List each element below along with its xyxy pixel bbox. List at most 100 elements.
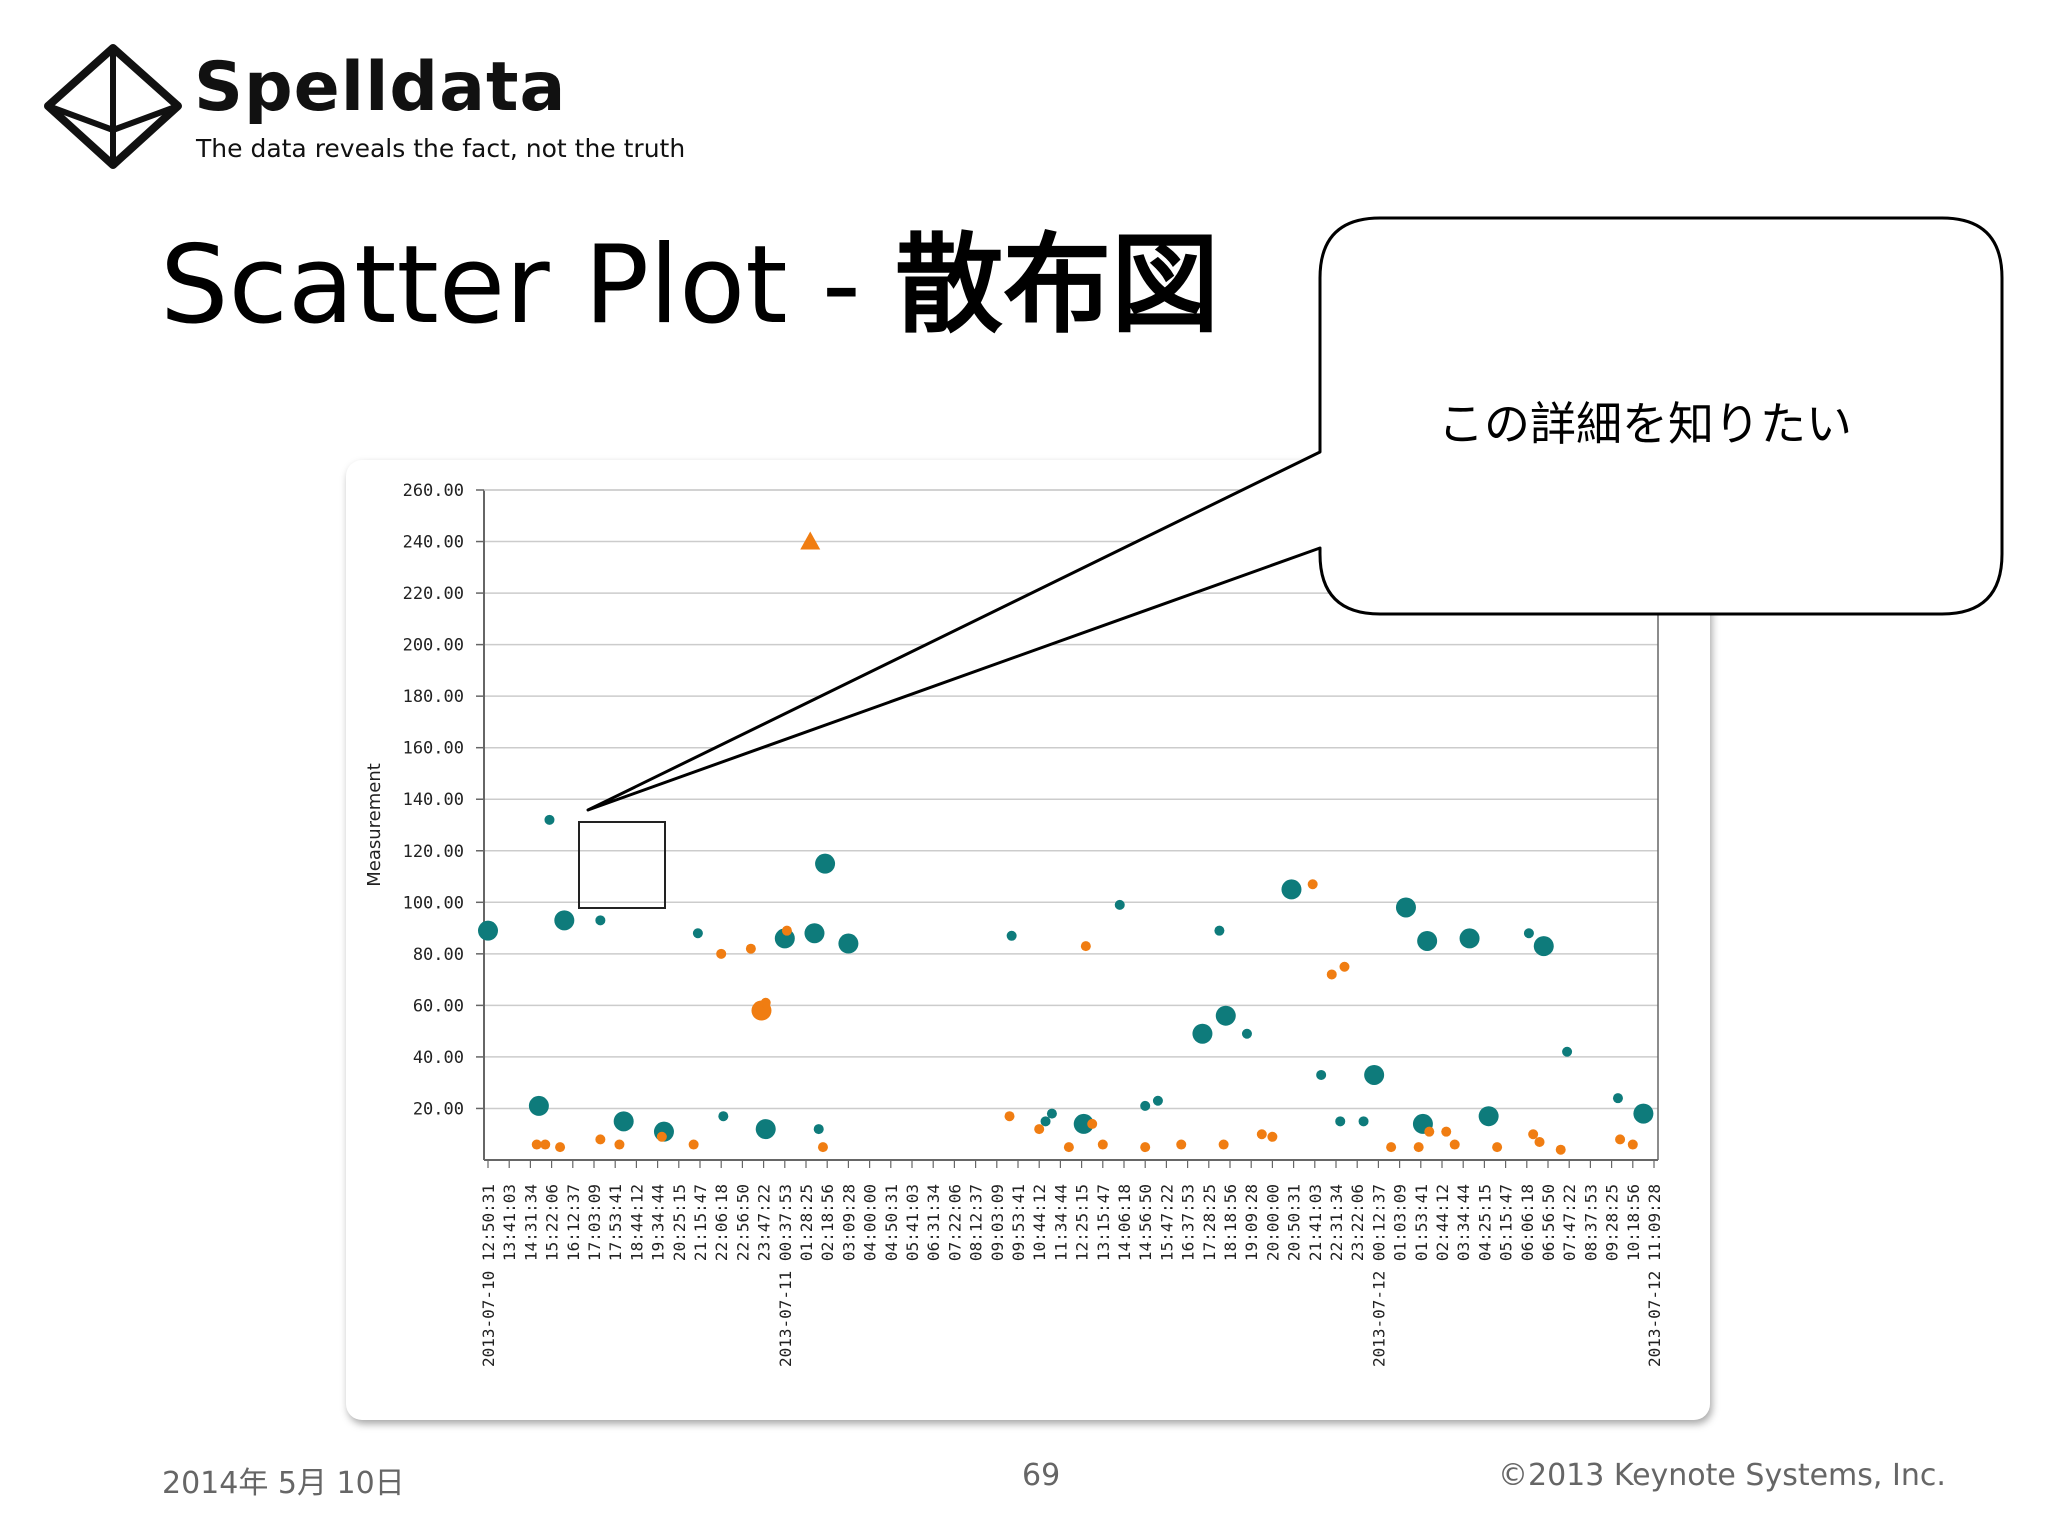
- y-tick-label: 160.00: [403, 739, 464, 759]
- x-tick-label: 20:50:31: [1285, 1184, 1304, 1261]
- data-point: [692, 928, 703, 939]
- x-tick-label: 02:18:56: [818, 1184, 837, 1261]
- data-point: [1492, 1142, 1503, 1153]
- y-tick-label: 40.00: [413, 1048, 464, 1068]
- data-point: [1555, 1144, 1566, 1155]
- x-tick-label: 10:44:12: [1030, 1184, 1049, 1261]
- data-point: [1395, 897, 1416, 918]
- data-point: [531, 1139, 542, 1150]
- x-tick-label: 03:09:28: [839, 1184, 858, 1261]
- x-tick-label: 12:25:15: [1073, 1184, 1092, 1261]
- x-tick-label: 10:18:56: [1624, 1184, 1643, 1261]
- footer-date: 2014年 5月 10日: [162, 1466, 405, 1501]
- data-point: [1241, 1028, 1252, 1039]
- data-point: [614, 1139, 625, 1150]
- x-tick-label: 09:53:41: [1009, 1184, 1028, 1261]
- data-point: [595, 1134, 606, 1145]
- data-point: [1528, 1129, 1539, 1140]
- x-tick-label: 09:03:09: [988, 1184, 1007, 1261]
- data-point: [804, 923, 825, 944]
- data-point: [817, 1142, 828, 1153]
- x-tick-label: 06:56:50: [1539, 1184, 1558, 1261]
- data-point: [554, 910, 575, 931]
- x-tick-label: 17:53:41: [606, 1184, 625, 1261]
- x-tick-label: 04:25:15: [1475, 1184, 1494, 1261]
- data-point: [1612, 1093, 1623, 1104]
- data-point: [718, 1111, 729, 1122]
- data-point: [1034, 1124, 1045, 1135]
- data-point: [755, 1119, 776, 1140]
- data-point: [1046, 1108, 1057, 1119]
- x-tick-label: 18:18:56: [1221, 1184, 1240, 1261]
- x-tick-label: 19:09:28: [1242, 1184, 1261, 1261]
- slide-title-jp: 散布図: [895, 223, 1220, 348]
- callout-text: この詳細を知りたい: [1438, 397, 1852, 451]
- data-point: [1214, 925, 1225, 936]
- data-point: [1040, 1116, 1051, 1127]
- data-point: [1192, 1023, 1213, 1044]
- data-point: [813, 1124, 824, 1135]
- x-tick-label: 2013-07-11 00:37:53: [776, 1184, 795, 1367]
- x-tick-label: 07:47:22: [1560, 1184, 1579, 1261]
- data-point: [540, 1139, 551, 1150]
- data-point: [760, 997, 771, 1008]
- y-tick-label: 60.00: [413, 996, 464, 1016]
- page-number: 69: [1022, 1458, 1061, 1493]
- x-tick-label: 18:44:12: [627, 1184, 646, 1261]
- data-point: [1523, 928, 1534, 939]
- data-point: [1267, 1131, 1278, 1142]
- logo-tagline: The data reveals the fact, not the truth: [196, 134, 686, 163]
- data-point: [1218, 1139, 1229, 1150]
- x-tick-label: 05:15:47: [1497, 1184, 1516, 1261]
- x-tick-label: 21:41:03: [1306, 1184, 1325, 1261]
- data-point: [1633, 1103, 1654, 1124]
- data-point: [1417, 930, 1438, 951]
- data-point: [613, 1111, 634, 1132]
- x-tick-label: 05:41:03: [903, 1184, 922, 1261]
- diamond-icon: [44, 44, 182, 169]
- x-tick-label: 13:41:03: [500, 1184, 519, 1261]
- x-tick-label: 22:06:18: [712, 1184, 731, 1261]
- data-point: [1176, 1139, 1187, 1150]
- x-tick-label: 14:56:50: [1136, 1184, 1155, 1261]
- x-tick-label: 15:47:22: [1157, 1184, 1176, 1261]
- x-tick-label: 04:00:00: [861, 1184, 880, 1261]
- data-point: [1339, 961, 1350, 972]
- x-tick-label: 20:25:15: [670, 1184, 689, 1261]
- x-tick-label: 01:03:09: [1391, 1184, 1410, 1261]
- data-point: [1256, 1129, 1267, 1140]
- x-tick-label: 17:03:09: [585, 1184, 604, 1261]
- logo: Spelldata The data reveals the fact, not…: [40, 40, 740, 180]
- y-axis-label: Measurement: [364, 763, 385, 887]
- callout-shape: [586, 216, 2004, 812]
- x-tick-label: 14:06:18: [1115, 1184, 1134, 1261]
- y-tick-label: 20.00: [413, 1099, 464, 1119]
- data-point: [781, 925, 792, 936]
- data-point: [1358, 1116, 1369, 1127]
- data-point: [1080, 941, 1091, 952]
- logo-name: Spelldata: [194, 48, 567, 127]
- data-point: [1307, 879, 1318, 890]
- x-tick-label: 23:47:22: [755, 1184, 774, 1261]
- x-tick-label: 16:12:37: [564, 1184, 583, 1261]
- data-point: [1097, 1139, 1108, 1150]
- x-tick-label: 20:00:00: [1263, 1184, 1282, 1261]
- data-point: [1449, 1139, 1460, 1150]
- data-point: [1413, 1142, 1424, 1153]
- y-tick-label: 100.00: [403, 893, 464, 913]
- x-tick-label: 07:22:06: [945, 1184, 964, 1261]
- x-tick-label: 23:22:06: [1348, 1184, 1367, 1261]
- x-tick-label: 08:12:37: [967, 1184, 986, 1261]
- data-point: [528, 1095, 549, 1116]
- y-tick-label: 120.00: [403, 842, 464, 862]
- x-tick-label: 22:56:50: [733, 1184, 752, 1261]
- x-tick-label: 06:06:18: [1518, 1184, 1537, 1261]
- x-tick-label: 02:44:12: [1433, 1184, 1452, 1261]
- data-point: [716, 948, 727, 959]
- x-tick-label: 13:15:47: [1094, 1184, 1113, 1261]
- data-point: [1533, 936, 1554, 957]
- data-point: [1087, 1118, 1098, 1129]
- x-tick-label: 17:28:25: [1200, 1184, 1219, 1261]
- data-point: [595, 915, 606, 926]
